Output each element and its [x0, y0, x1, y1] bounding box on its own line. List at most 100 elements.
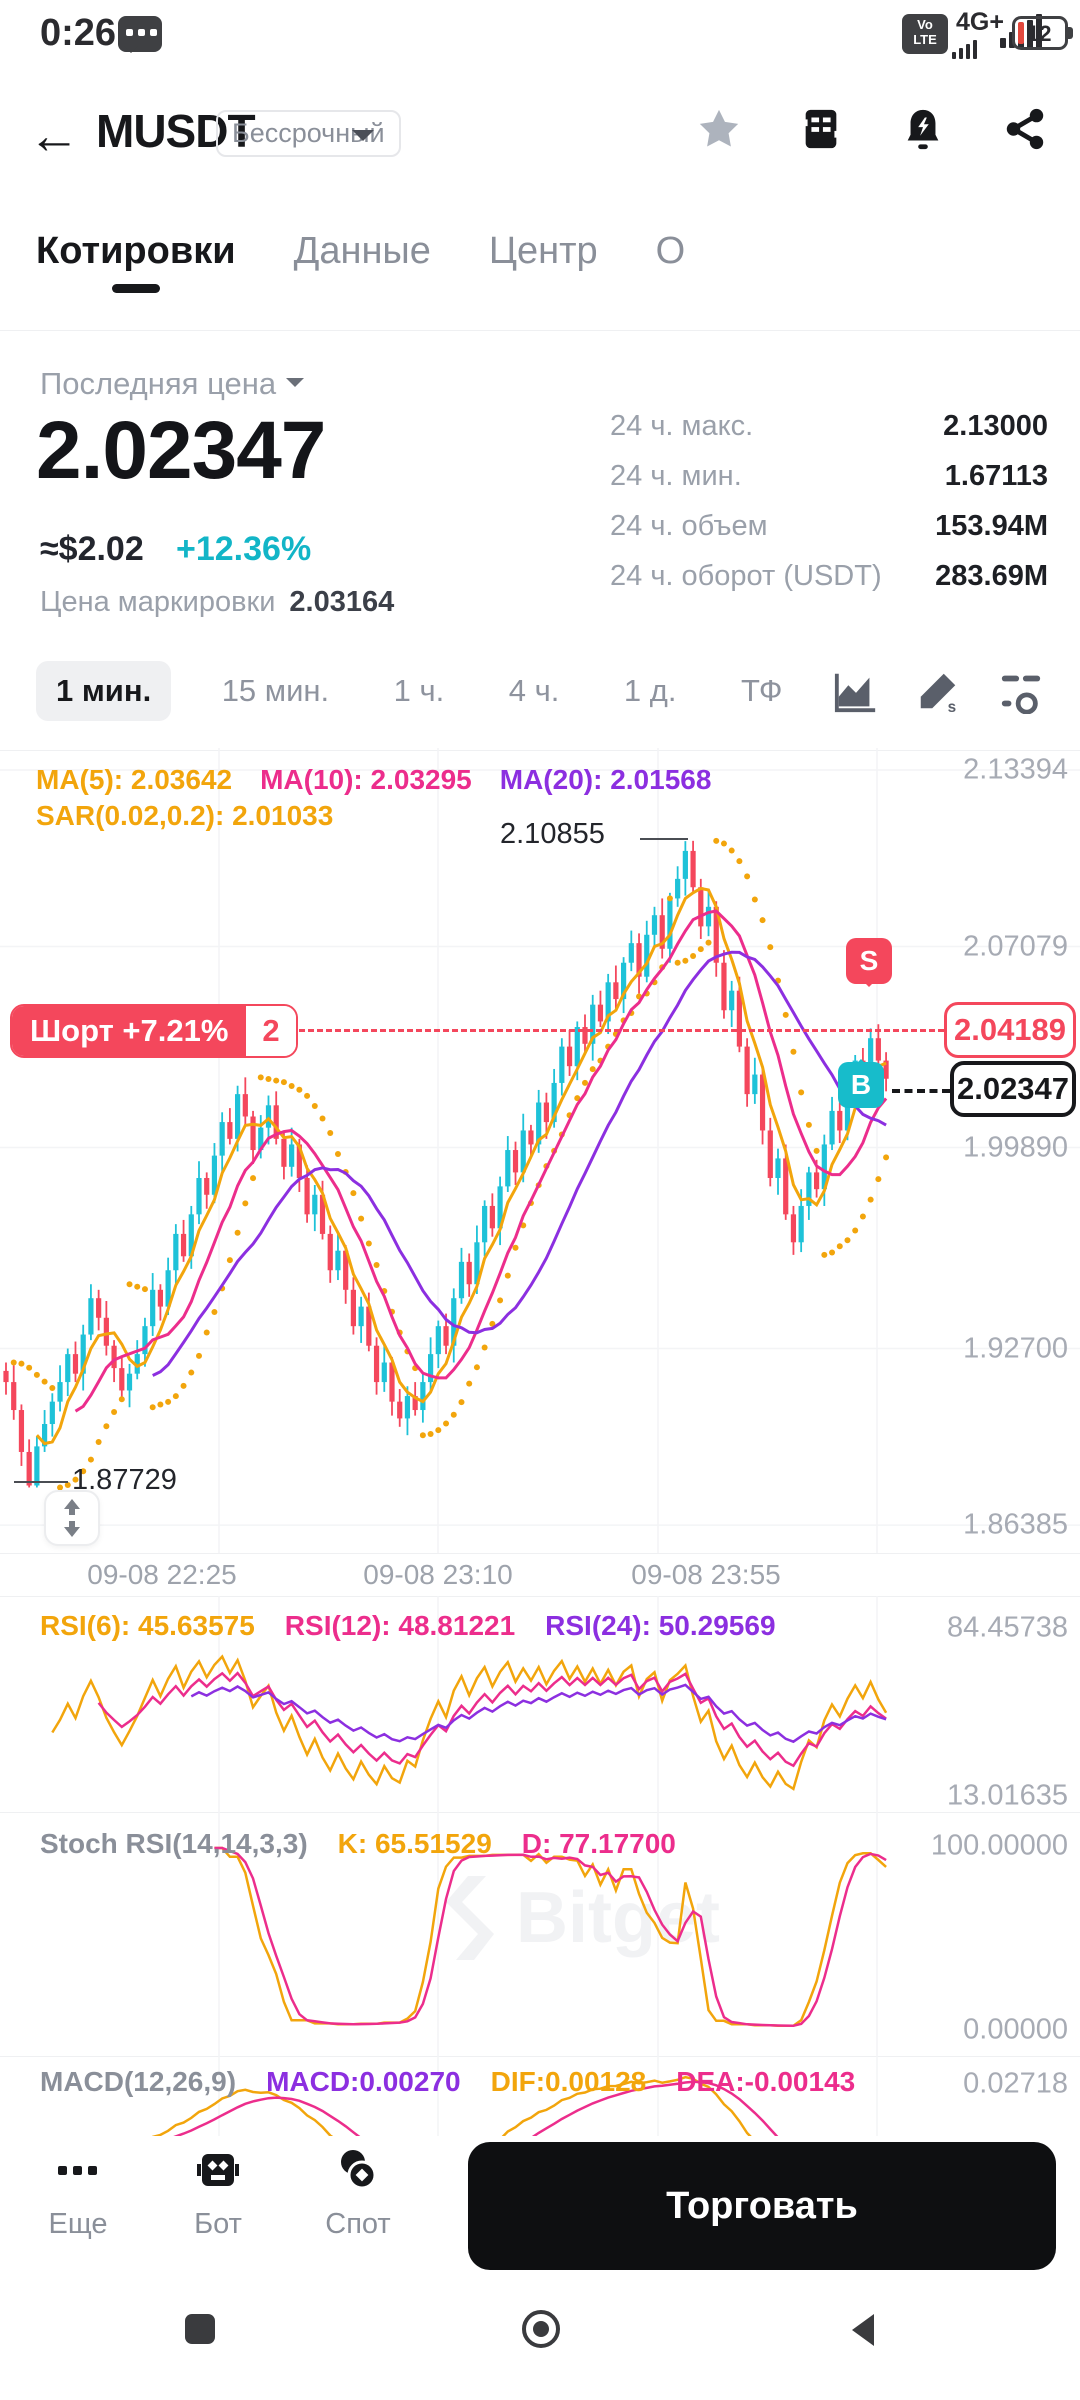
- dropdown-caret-icon: [286, 378, 305, 396]
- change-percent: +12.36%: [176, 530, 312, 568]
- high-annotation: 2.10855: [500, 818, 605, 850]
- macd-value-label: DIF:0.00128: [490, 2066, 647, 2097]
- low-annotation-line: [14, 1481, 68, 1483]
- price-chart-canvas[interactable]: [0, 748, 1080, 1553]
- symbol-title: MUSDT: [96, 105, 256, 157]
- svg-text:s: s: [948, 699, 957, 714]
- time-axis-label: 09-08 23:10: [363, 1559, 513, 1590]
- stoch-min-label: 0.00000: [963, 2013, 1068, 2046]
- stoch-value-label: K: 65.51529: [337, 1828, 492, 1859]
- last-price-value: 2.02347: [36, 405, 326, 496]
- bottom-action-bar: Еще Бот Спот Торговать: [0, 2136, 1080, 2300]
- timeframe-1 мин.[interactable]: 1 мин.: [36, 661, 172, 721]
- ma-value-label: MA(5): 2.03642: [36, 764, 233, 795]
- trade-button[interactable]: Торговать: [468, 2142, 1056, 2270]
- battery-icon: 12: [1012, 16, 1073, 50]
- price-axis-label: 1.92700: [963, 1332, 1068, 1365]
- stoch-value-label: Stoch RSI(14,14,3,3): [40, 1828, 308, 1859]
- drawing-tools-icon[interactable]: s: [915, 668, 961, 714]
- short-position-count: 2: [246, 1006, 296, 1056]
- signal-bars-secondary-icon: [952, 40, 977, 59]
- timeframe-1 д.[interactable]: 1 д.: [623, 673, 677, 708]
- entry-price-box: 2.04189: [944, 1002, 1076, 1058]
- shortcut-Спот[interactable]: Спот: [316, 2146, 400, 2241]
- macd-panel[interactable]: MACD(12,26,9) MACD:0.00270 DIF:0.00128 DEA:…: [0, 2056, 1080, 2136]
- stoch-value-label: D: 77.17700: [521, 1828, 676, 1859]
- rsi-min-label: 13.01635: [947, 1779, 1068, 1812]
- rsi-panel[interactable]: RSI(6): 45.63575 RSI(12): 48.81221 RSI(24)…: [0, 1596, 1080, 1812]
- recent-apps-button[interactable]: [185, 2314, 215, 2344]
- stoch-rsi-panel[interactable]: Stoch RSI(14,14,3,3) K: 65.51529 D: 77.177…: [0, 1812, 1080, 2056]
- buy-marker[interactable]: B: [838, 1062, 884, 1108]
- clock: 0:26: [40, 12, 117, 54]
- stat-row: 24 ч. макс. 2.13000: [610, 410, 1048, 442]
- ma-value-label: MA(20): 2.01568: [499, 764, 712, 795]
- price-axis-label: 2.13394: [963, 753, 1068, 786]
- price-axis-label: 1.99890: [963, 1131, 1068, 1164]
- price-axis-label: 2.07079: [963, 930, 1068, 963]
- tab-Данные[interactable]: Данные: [293, 230, 431, 272]
- shortcut-Бот[interactable]: Бот: [176, 2146, 260, 2241]
- expand-chart-button[interactable]: [44, 1490, 100, 1546]
- ma-value-label: MA(10): 2.03295: [260, 764, 472, 795]
- sar-indicator-header: SAR(0.02,0.2): 2.01033: [36, 800, 333, 832]
- app-header: ← MUSDT Бессрочный: [0, 96, 1080, 188]
- chart-style-icon[interactable]: [833, 668, 879, 714]
- ma-indicator-header: MA(5): 2.03642 MA(10): 2.03295 MA(20): 2.0…: [36, 764, 711, 796]
- timeframe-ТФ[interactable]: ТФ: [740, 673, 783, 708]
- chevron-down-icon[interactable]: [352, 130, 374, 152]
- message-icon: [118, 16, 162, 53]
- short-position-badge[interactable]: Шорт +7.21% 2: [10, 1004, 298, 1058]
- macd-scale-label: 0.02718: [963, 2067, 1068, 2100]
- timeframe-4 ч.[interactable]: 4 ч.: [508, 673, 560, 708]
- indicators-settings-icon[interactable]: [998, 668, 1044, 714]
- Спот-icon: [334, 2146, 382, 2194]
- rsi-value-label: RSI(12): 48.81221: [284, 1610, 516, 1641]
- share-icon[interactable]: [1002, 106, 1048, 152]
- network-type-label: 4G+: [956, 8, 1004, 36]
- timeframe-toolbar: 1 мин. 15 мин. 1 ч. 4 ч. 1 д. ТФ s: [0, 655, 1080, 727]
- macd-value-label: DEA:-0.00143: [676, 2066, 856, 2097]
- entry-price-line: [254, 1029, 944, 1032]
- macd-value-label: MACD:0.00270: [266, 2066, 461, 2097]
- time-axis: 09-08 22:25 09-08 23:10 09-08 23:55: [0, 1553, 1080, 1596]
- price-chart-panel[interactable]: Bitget MA(5): 2.03642 MA(10): 2.03295 MA(2…: [0, 748, 1080, 1960]
- stats-list: 24 ч. макс. 2.13000 24 ч. мин. 1.67113 24 ч.…: [610, 410, 1048, 610]
- top-tabs: Котировки Данные Центр О: [0, 230, 1080, 330]
- home-button[interactable]: [522, 2310, 560, 2348]
- Еще-icon: [54, 2146, 102, 2194]
- shortcut-Еще[interactable]: Еще: [36, 2146, 120, 2241]
- favorite-star-icon[interactable]: [696, 106, 742, 152]
- price-axis-label: 1.86385: [963, 1508, 1068, 1541]
- sell-marker[interactable]: S: [846, 938, 892, 984]
- bitget-watermark: Bitget: [428, 1876, 720, 1960]
- tab-Котировки[interactable]: Котировки: [36, 230, 236, 299]
- high-annotation-line: [640, 838, 688, 840]
- stoch-max-label: 100.00000: [930, 1829, 1068, 1862]
- short-position-label: Шорт +7.21%: [12, 1006, 247, 1056]
- sar-value-label: SAR(0.02,0.2): 2.01033: [36, 800, 334, 831]
- back-arrow-icon[interactable]: ←: [28, 107, 80, 165]
- rsi-value-label: RSI(6): 45.63575: [40, 1610, 255, 1641]
- rsi-value-label: RSI(24): 50.29569: [545, 1610, 776, 1641]
- tab-О[interactable]: О: [655, 230, 686, 272]
- alert-bell-icon[interactable]: [900, 106, 946, 152]
- last-price-label[interactable]: Последняя цена: [40, 366, 305, 402]
- tab-Центр[interactable]: Центр: [488, 230, 598, 272]
- stat-row: 24 ч. оборот (USDT) 283.69M: [610, 560, 1048, 592]
- android-nav-bar: [0, 2300, 1080, 2400]
- macd-value-label: MACD(12,26,9): [40, 2066, 237, 2097]
- stat-row: 24 ч. объем 153.94M: [610, 510, 1048, 542]
- orderbook-icon[interactable]: [798, 106, 844, 152]
- back-button[interactable]: [852, 2314, 874, 2346]
- ticker-info: Последняя цена 2.02347 ≈$2.02 +12.36% Це…: [0, 348, 1080, 618]
- timeframe-15 мин.[interactable]: 15 мин.: [221, 673, 330, 708]
- time-axis-label: 09-08 23:55: [631, 1559, 781, 1590]
- status-bar: 0:26 Vo LTE 4G+ 12: [0, 0, 1080, 66]
- usd-approx-value: ≈$2.02: [40, 530, 144, 568]
- stat-row: 24 ч. мин. 1.67113: [610, 460, 1048, 492]
- timeframe-1 ч.[interactable]: 1 ч.: [393, 673, 445, 708]
- Бот-icon: [194, 2146, 242, 2194]
- mark-price-row: Цена маркировки 2.03164: [40, 586, 395, 618]
